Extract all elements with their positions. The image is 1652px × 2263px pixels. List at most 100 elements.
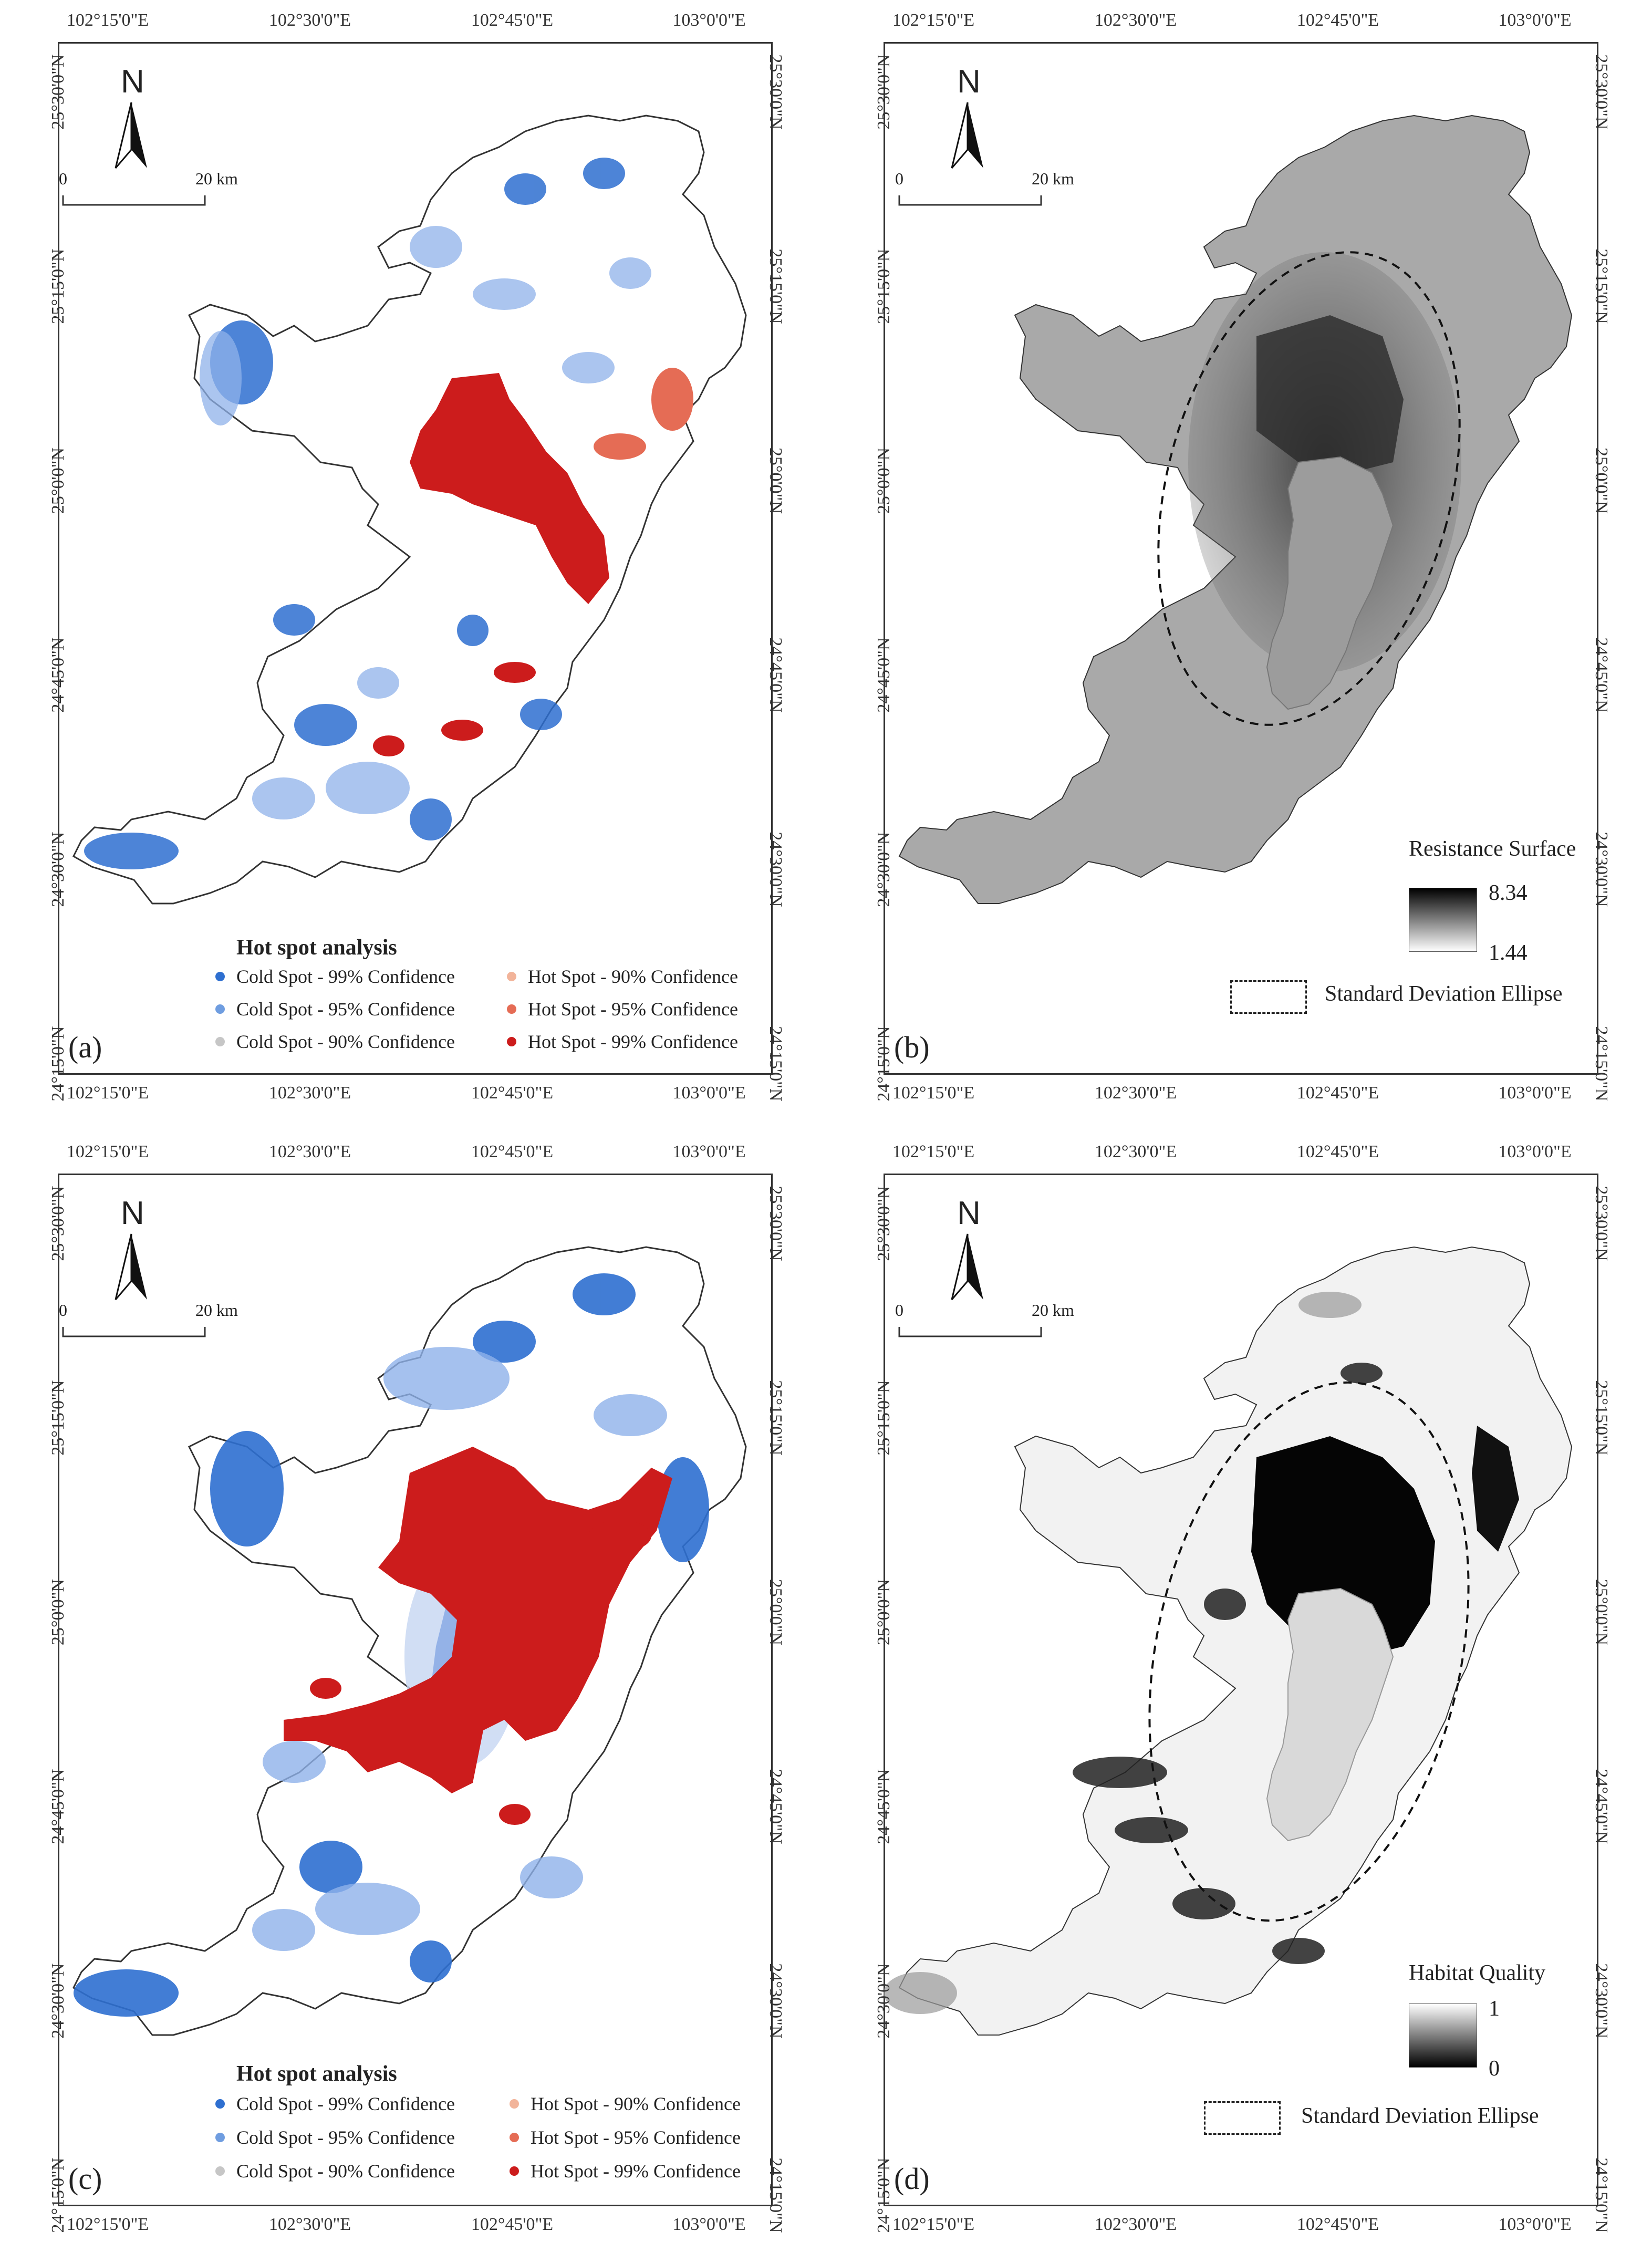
lon-label: 102°30'0"E — [268, 11, 351, 30]
lat-label: 24°30'0"N — [874, 1963, 893, 2039]
lon-label: 103°0'0"E — [672, 11, 746, 30]
legend-min: 0 — [1489, 2057, 1500, 2081]
legend-item: Hot Spot - 90% Confidence — [510, 2093, 741, 2115]
lon-label: 102°15'0"E — [66, 2215, 149, 2234]
cold-spot-light — [200, 226, 651, 819]
lat-label: 25°0'0"N — [48, 447, 68, 514]
hotspot-map-a — [72, 115, 747, 905]
ellipse-swatch — [1230, 980, 1307, 1014]
legend-item: Hot Spot - 90% Confidence — [507, 966, 738, 988]
lon-label: 102°30'0"E — [1094, 1083, 1177, 1103]
lat-label: 25°15'0"N — [48, 1380, 68, 1456]
panel-d: 102°15'0"E 102°30'0"E 102°45'0"E 103°0'0… — [826, 1132, 1651, 2263]
lon-label: 103°0'0"E — [1498, 2215, 1572, 2234]
lat-label: 24°45'0"N — [766, 1769, 785, 1844]
lat-label: 24°15'0"N — [1592, 2157, 1611, 2233]
hot-95-swatch — [507, 1004, 516, 1014]
lon-label: 102°30'0"E — [268, 2215, 351, 2234]
legend-item: Hot Spot - 99% Confidence — [507, 1031, 738, 1053]
cold-90-swatch — [215, 2166, 225, 2176]
lat-label: 25°30'0"N — [874, 1186, 893, 1261]
panel-label: (a) — [68, 1030, 102, 1064]
lat-label: 25°0'0"N — [874, 447, 893, 514]
lon-label: 103°0'0"E — [672, 2215, 746, 2234]
legend-min: 1.44 — [1489, 941, 1528, 965]
lat-label: 25°0'0"N — [1592, 1579, 1611, 1646]
lat-label: 24°30'0"N — [874, 832, 893, 907]
legend-max: 1 — [1489, 1997, 1500, 2021]
lon-label: 102°30'0"E — [1094, 2215, 1177, 2234]
legend-item: Cold Spot - 99% Confidence — [215, 966, 455, 988]
lon-label: 102°15'0"E — [66, 1083, 149, 1103]
hot-99-swatch — [507, 1037, 516, 1046]
lat-label: 24°15'0"N — [766, 1026, 785, 1102]
cold-95-swatch — [215, 1004, 225, 1014]
north-label: N — [121, 1195, 144, 1231]
lat-label: 24°15'0"N — [766, 2157, 785, 2233]
lat-label: 24°45'0"N — [874, 1769, 893, 1844]
lon-label: 103°0'0"E — [672, 1142, 746, 1161]
resistance-map-b — [899, 115, 1572, 904]
cold-90-swatch — [215, 1037, 225, 1046]
ellipse-label: Standard Deviation Ellipse — [1301, 2104, 1539, 2128]
legend-item: Hot Spot - 95% Confidence — [510, 2126, 741, 2148]
lat-label: 25°15'0"N — [874, 248, 893, 324]
lat-label: 24°45'0"N — [1592, 1769, 1611, 1844]
lat-label: 24°30'0"N — [48, 832, 68, 907]
lon-label: 102°30'0"E — [1094, 11, 1177, 30]
lat-label: 25°30'0"N — [48, 54, 68, 130]
lon-label: 102°45'0"E — [471, 2215, 554, 2234]
lat-label: 25°0'0"N — [1592, 447, 1611, 514]
lat-label: 25°0'0"N — [48, 1579, 68, 1646]
resistance-gradient — [1409, 888, 1477, 952]
lat-label: 25°30'0"N — [874, 54, 893, 130]
panel-b: 102°15'0"E 102°30'0"E 102°45'0"E 103°0'0… — [826, 0, 1651, 1132]
lat-label: 24°30'0"N — [766, 832, 785, 907]
legend-title: Habitat Quality — [1409, 1961, 1546, 1985]
panel-c: 102°15'0"E 102°30'0"E 102°45'0"E 103°0'0… — [0, 1132, 826, 2263]
lat-label: 25°15'0"N — [766, 1380, 785, 1456]
hot-spot-cluster — [284, 1447, 672, 1825]
lon-label: 102°45'0"E — [1296, 1083, 1379, 1103]
lon-label: 102°45'0"E — [1296, 11, 1379, 30]
scale-end: 20 km — [1032, 169, 1074, 188]
habitat-gradient — [1409, 2004, 1477, 2068]
lon-label: 102°30'0"E — [1094, 1142, 1177, 1161]
lat-label: 24°45'0"N — [48, 1769, 68, 1844]
habitat-map-d — [884, 1247, 1572, 2036]
lat-label: 24°15'0"N — [874, 2157, 893, 2233]
north-label: N — [957, 64, 981, 100]
lat-label: 24°30'0"N — [48, 1963, 68, 2039]
lon-label: 102°45'0"E — [1296, 2215, 1379, 2234]
panel-label: (b) — [894, 1030, 930, 1064]
legend-item: Hot Spot - 95% Confidence — [507, 998, 738, 1020]
north-label: N — [957, 1195, 981, 1231]
hot-spot-cluster — [373, 368, 693, 756]
hot-90-swatch — [510, 2099, 519, 2109]
scale-start: 0 — [895, 169, 903, 188]
lat-label: 25°30'0"N — [766, 54, 785, 130]
lon-label: 103°0'0"E — [1498, 1083, 1572, 1103]
scale-start: 0 — [59, 1301, 67, 1320]
lon-label: 103°0'0"E — [672, 1083, 746, 1103]
legend-item: Cold Spot - 90% Confidence — [215, 1031, 455, 1053]
legend-item: Cold Spot - 99% Confidence — [215, 2093, 455, 2115]
lon-label: 102°15'0"E — [892, 1083, 975, 1103]
lon-label: 102°15'0"E — [892, 2215, 975, 2234]
lat-label: 24°15'0"N — [48, 1026, 68, 1102]
lon-label: 103°0'0"E — [1498, 11, 1572, 30]
scale-end: 20 km — [195, 1301, 238, 1320]
lat-label: 25°0'0"N — [766, 1579, 785, 1646]
hot-99-swatch — [510, 2166, 519, 2176]
lat-label: 24°45'0"N — [766, 637, 785, 713]
cold-spot-cluster — [74, 1273, 709, 2017]
lat-label: 25°15'0"N — [874, 1380, 893, 1456]
lon-label: 102°30'0"E — [268, 1083, 351, 1103]
lat-label: 25°30'0"N — [48, 1186, 68, 1261]
scale-start: 0 — [895, 1301, 903, 1320]
lat-label: 24°45'0"N — [48, 637, 68, 713]
hot-90-swatch — [507, 972, 516, 981]
lon-label: 102°45'0"E — [471, 1142, 554, 1161]
legend-title: Resistance Surface — [1409, 837, 1576, 861]
lat-label: 24°45'0"N — [1592, 637, 1611, 713]
